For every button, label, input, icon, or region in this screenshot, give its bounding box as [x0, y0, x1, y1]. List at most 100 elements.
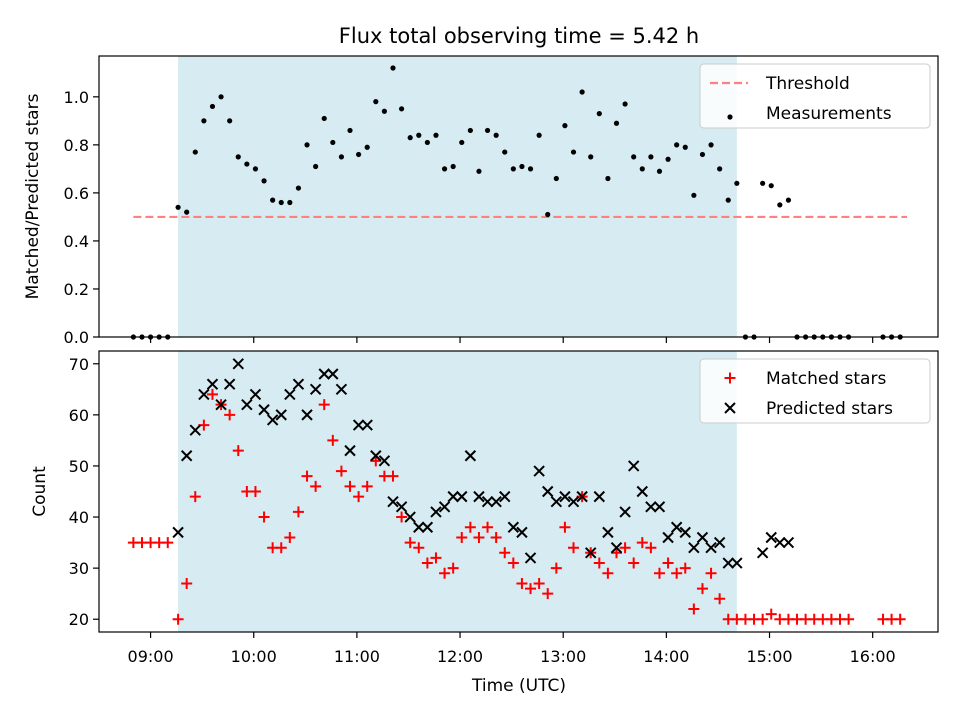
- legend-label: Matched stars: [766, 369, 886, 389]
- measurement-point: [682, 144, 688, 150]
- predicted-star-point: [266, 414, 279, 426]
- predicted-star-point: [713, 536, 726, 549]
- matched-star-point: [370, 455, 382, 467]
- bottom-axes: 20 30 40 50 60 70 09:00 10:00 11:00 12:00 13:00 14:…: [30, 350, 939, 666]
- matched-star-point: [662, 557, 674, 569]
- legend-box: [699, 358, 931, 424]
- predicted-star-point: [524, 552, 537, 564]
- predicted-star-point: [619, 506, 631, 518]
- measurement-point: [777, 202, 783, 208]
- predicted-star-point: [301, 409, 313, 421]
- matched-star-point: [318, 399, 330, 411]
- predicted-star-point: [456, 490, 468, 503]
- measurement-point: [459, 139, 465, 146]
- matched-star-point: [757, 613, 769, 625]
- predicted-star-point: [318, 368, 330, 380]
- measurement-point: [278, 199, 284, 206]
- matched-star-point: [507, 557, 519, 569]
- predicted-star-point: [610, 541, 623, 554]
- predicted-star-point: [670, 521, 683, 533]
- predicted-star-point: [499, 490, 511, 503]
- predicted-star-point: [602, 526, 614, 539]
- measurement-point: [570, 149, 577, 155]
- matched-star-point: [430, 552, 442, 564]
- matched-star-point: [464, 521, 476, 533]
- measurement-point: [424, 139, 430, 146]
- measurement-point: [201, 118, 207, 124]
- measurement-point: [605, 175, 611, 182]
- matched-star-point: [447, 562, 459, 574]
- matched-star-point: [456, 531, 468, 543]
- measurement-point: [175, 204, 181, 210]
- measurement-point: [381, 108, 387, 114]
- predicted-star-point: [679, 526, 691, 539]
- measurement-point: [708, 142, 714, 148]
- predicted-star-point: [180, 450, 193, 462]
- measurement-point: [484, 127, 491, 134]
- y-tick-label: 50: [69, 457, 89, 476]
- measurement-point: [656, 168, 663, 174]
- matched-star-point: [439, 567, 451, 579]
- matched-star-point: [602, 567, 614, 579]
- predicted-star-point: [215, 398, 227, 411]
- matched-star-point: [353, 491, 365, 503]
- measurement-point: [760, 180, 766, 186]
- legend-label: Predicted stars: [766, 399, 893, 419]
- matched-star-point: [413, 542, 425, 554]
- x-tick-label: 16:00: [850, 647, 896, 666]
- predicted-star-point: [636, 485, 648, 498]
- matched-star-point: [172, 613, 184, 625]
- measurement-point: [579, 89, 585, 95]
- axes-frame: [98, 350, 939, 633]
- measurement-point: [527, 166, 534, 172]
- predicted-star-point: [232, 358, 244, 370]
- matched-star-point: [396, 511, 408, 523]
- measurement-point: [510, 166, 516, 172]
- predicted-star-point: [309, 383, 322, 396]
- matched-star-point: [525, 583, 537, 595]
- observing-window-shade: [178, 56, 737, 337]
- measurement-point: [725, 197, 731, 203]
- predicted-star-point: [284, 388, 296, 401]
- predicted-star-point: [404, 511, 416, 523]
- y-tick-label: 70: [69, 355, 89, 374]
- matched-star-point: [843, 613, 855, 625]
- predicted-star-point: [352, 419, 365, 431]
- matched-star-point: [344, 480, 356, 492]
- y-axis-label: Matched/Predicted stars: [23, 93, 43, 299]
- matched-star-point: [516, 577, 528, 589]
- legend-predicted-marker: [724, 402, 736, 414]
- measurement-point: [235, 154, 241, 160]
- legend: Matched stars Predicted stars: [699, 358, 931, 424]
- predicted-star-point: [430, 506, 442, 518]
- legend-box: [699, 63, 931, 129]
- measurement-point: [450, 163, 456, 170]
- predicted-star-point: [576, 490, 588, 503]
- matched-star-point: [292, 506, 304, 518]
- y-tick-label: 0.0: [64, 328, 89, 347]
- measurement-point: [373, 99, 379, 105]
- predicted-star-point: [731, 557, 743, 569]
- predicted-star-point: [241, 398, 253, 411]
- matched-star-point: [327, 434, 339, 446]
- measurement-point: [244, 161, 250, 167]
- measurement-point: [493, 132, 499, 138]
- predicted-star-point: [344, 444, 356, 457]
- y-tick-label: 0.8: [64, 136, 89, 155]
- measurement-point: [467, 127, 473, 134]
- predicted-star-point: [361, 419, 373, 431]
- predicted-star-point: [249, 388, 262, 401]
- legend: Threshold Measurements: [699, 63, 931, 129]
- measurement-point: [270, 197, 276, 203]
- measurement-point: [347, 127, 353, 134]
- predicted-star-point: [653, 501, 666, 513]
- y-tick-label: 1.0: [64, 88, 89, 107]
- measurement-point: [648, 154, 654, 160]
- x-tick-label: 14:00: [643, 647, 689, 666]
- measurement-point: [252, 166, 259, 172]
- predicted-star-point: [490, 496, 502, 508]
- y-axis-label: Count: [30, 466, 50, 517]
- matched-star-point: [894, 613, 906, 625]
- y-tick-label: 20: [69, 610, 89, 629]
- measurement-point: [330, 139, 336, 146]
